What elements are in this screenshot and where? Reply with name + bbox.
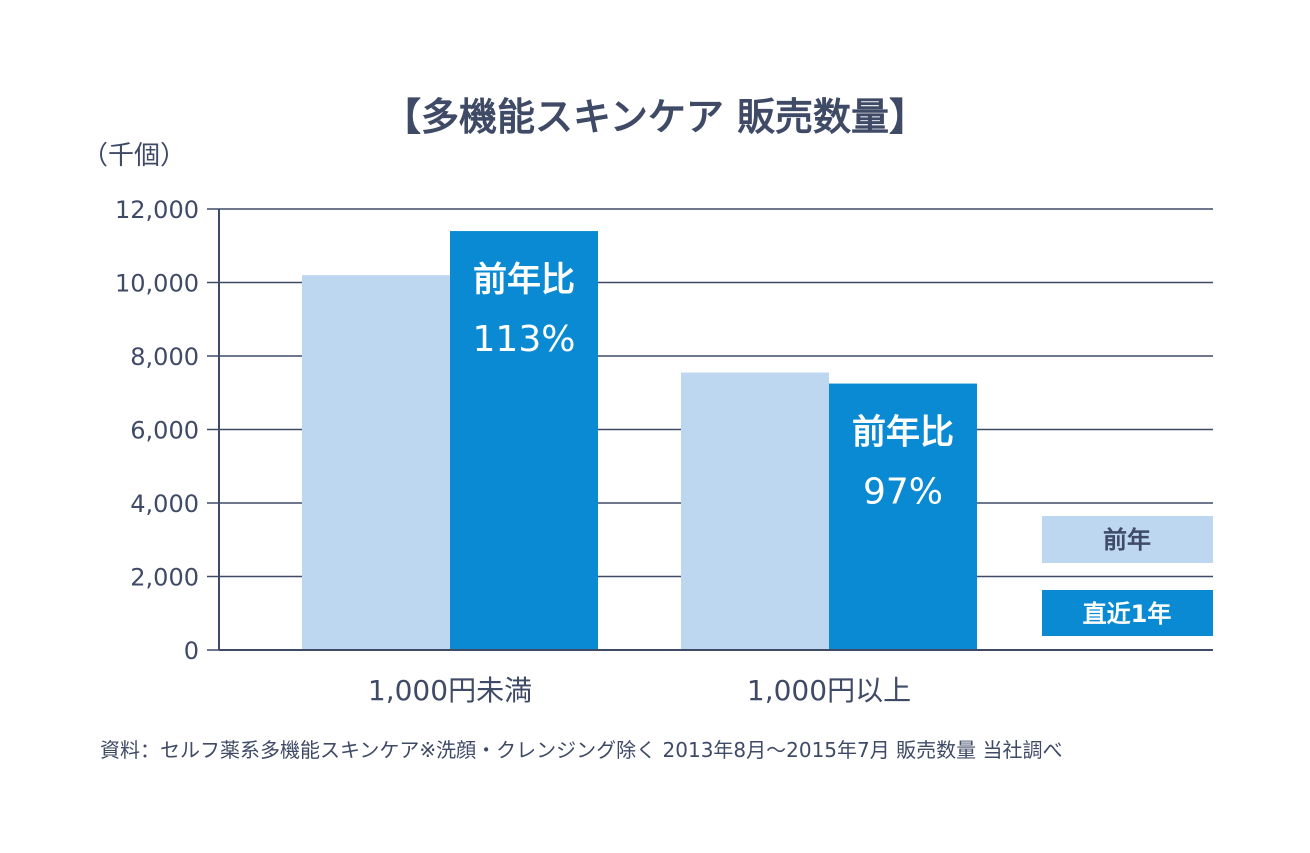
- legend-label-current: 直近1年: [1083, 600, 1172, 628]
- legend-swatch-current: [1042, 590, 1213, 636]
- bar-current-year: [829, 383, 977, 650]
- y-tick-label: 4,000: [130, 490, 199, 518]
- bar-prev-year: [302, 275, 450, 650]
- y-tick-label: 0: [184, 637, 199, 665]
- legend-label-prev: 前年: [1103, 526, 1151, 554]
- legend: 前年 直近1年: [1042, 516, 1213, 636]
- y-tick-label: 8,000: [130, 343, 199, 371]
- bar-current-year: [450, 231, 598, 651]
- source-note: 資料：セルフ薬系多機能スキンケア※洗顔・クレンジング除く 2013年8月～201…: [100, 738, 1062, 762]
- y-tick-label: 10,000: [115, 270, 199, 298]
- chart-title: 【多機能スキンケア 販売数量】: [383, 95, 927, 139]
- x-axis-categories: 1,000円未満 1,000円以上: [368, 674, 911, 707]
- x-category-label: 1,000円未満: [368, 674, 532, 707]
- y-unit-label: （千個）: [82, 141, 186, 171]
- yoy-percent: 97%: [863, 472, 943, 513]
- y-axis-ticks: 0 2,000 4,000 6,000 8,000 10,000 12,000: [115, 196, 219, 665]
- legend-swatch-prev: [1042, 516, 1213, 563]
- y-tick-label: 6,000: [130, 417, 199, 445]
- yoy-label: 前年比: [473, 260, 575, 300]
- axes: [218, 209, 1213, 651]
- bar-annotations: 前年比 113% 前年比 97%: [473, 260, 954, 513]
- y-tick-label: 12,000: [115, 196, 199, 224]
- y-tick-label: 2,000: [130, 564, 199, 592]
- bars: [302, 231, 977, 651]
- yoy-percent: 113%: [473, 319, 576, 360]
- bar-prev-year: [681, 372, 829, 650]
- x-category-label: 1,000円以上: [747, 674, 911, 707]
- yoy-label: 前年比: [852, 413, 954, 453]
